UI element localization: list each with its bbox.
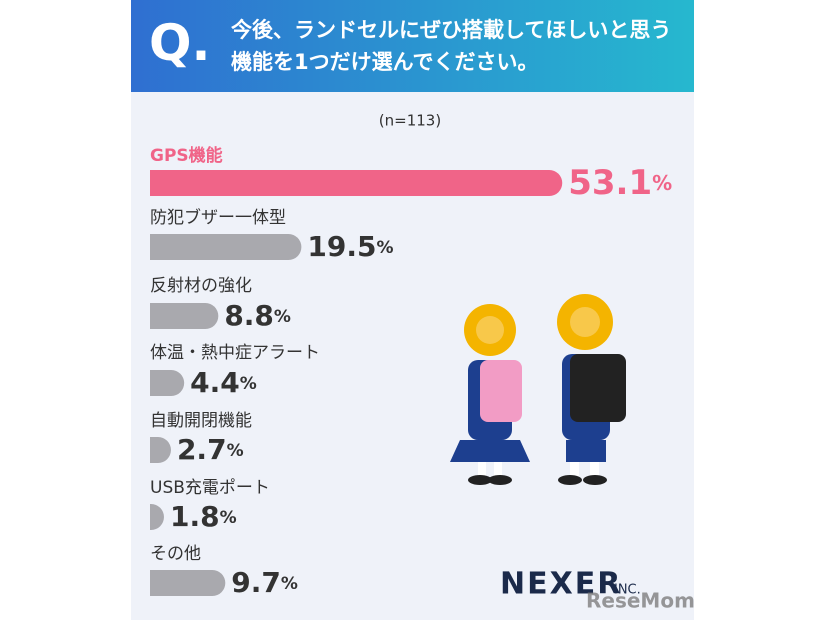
logo-suffix: INC. xyxy=(614,583,641,598)
value-label: 19.5% xyxy=(307,230,393,263)
category-label: 自動開閉機能 xyxy=(150,411,252,431)
chart-title: 今後、ランドセルにぜひ搭載してほしいと思う 機能を1つだけ選んでください。 xyxy=(231,18,672,74)
category-label: 防犯ブザー一体型 xyxy=(150,207,286,228)
logo: NEXER xyxy=(500,567,622,602)
value-label: 8.8% xyxy=(224,299,291,332)
bar xyxy=(150,234,302,260)
value-label: 53.1% xyxy=(568,163,672,203)
value-label: 9.7% xyxy=(231,566,298,599)
bar xyxy=(150,437,171,463)
bar xyxy=(150,370,185,396)
watermark: ReseMom xyxy=(586,589,695,613)
value-label: 1.8% xyxy=(170,500,237,533)
header: Q. 今後、ランドセルにぜひ搭載してほしいと思う 機能を1つだけ選んでください。 xyxy=(131,0,694,92)
category-label: GPS機能 xyxy=(150,145,223,166)
question-mark: Q. xyxy=(149,14,211,72)
subtitle: (n=113) xyxy=(379,112,441,130)
category-label: 体温・熱中症アラート xyxy=(150,343,320,363)
value-label: 2.7% xyxy=(177,433,244,466)
bar xyxy=(150,303,219,329)
bar xyxy=(150,170,563,196)
category-label: USB充電ポート xyxy=(150,478,270,498)
bar xyxy=(150,504,164,530)
value-label: 4.4% xyxy=(190,366,257,399)
bar xyxy=(150,570,226,596)
illustration xyxy=(450,294,626,485)
category-label: その他 xyxy=(150,544,201,564)
category-label: 反射材の強化 xyxy=(150,276,252,296)
